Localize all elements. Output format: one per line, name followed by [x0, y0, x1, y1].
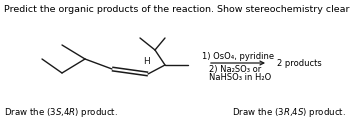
Text: H: H: [143, 57, 149, 66]
Text: Draw the (3$\mathit{R}$,4$\mathit{S}$) product.: Draw the (3$\mathit{R}$,4$\mathit{S}$) p…: [232, 106, 346, 119]
Text: NaHSO₃ in H₂O: NaHSO₃ in H₂O: [209, 73, 271, 82]
Text: 2) Na₂SO₃ or: 2) Na₂SO₃ or: [209, 65, 261, 74]
Text: Draw the (3$\mathit{S}$,4$\mathit{R}$) product.: Draw the (3$\mathit{S}$,4$\mathit{R}$) p…: [4, 106, 118, 119]
Text: 1) OsO₄, pyridine: 1) OsO₄, pyridine: [202, 52, 274, 61]
Text: 2 products: 2 products: [277, 58, 322, 67]
Text: Predict the organic products of the reaction. Show stereochemistry clearly.: Predict the organic products of the reac…: [4, 5, 350, 14]
